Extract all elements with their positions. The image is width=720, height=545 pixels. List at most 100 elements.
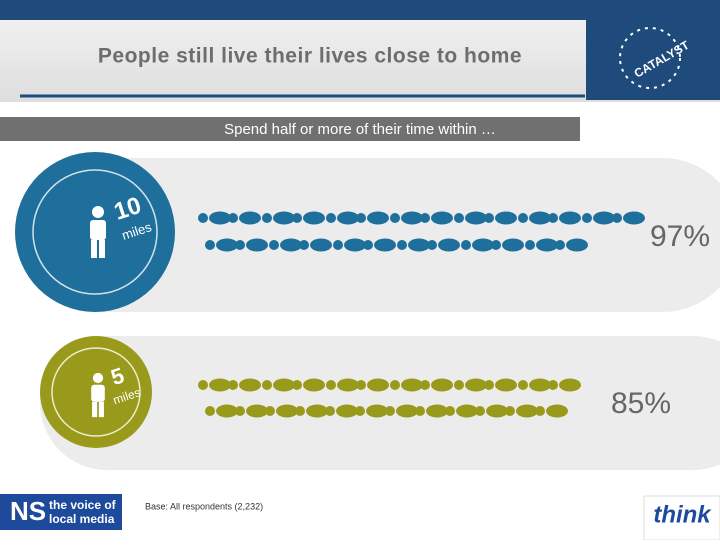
share-value: 85% xyxy=(611,387,671,420)
sole xyxy=(529,211,551,225)
base-note: Base: All respondents (2,232) xyxy=(145,501,263,511)
sole xyxy=(337,211,359,225)
heel xyxy=(415,406,425,416)
heel xyxy=(484,213,494,223)
sole xyxy=(472,238,494,252)
sole xyxy=(374,238,396,252)
sole xyxy=(456,404,478,418)
sole xyxy=(367,378,389,392)
heel xyxy=(427,240,437,250)
sole xyxy=(495,211,517,225)
heel xyxy=(390,380,400,390)
heel xyxy=(235,406,245,416)
row-panel xyxy=(20,158,720,312)
sole xyxy=(239,211,261,225)
heel xyxy=(269,240,279,250)
sole xyxy=(465,211,487,225)
sole xyxy=(529,378,551,392)
brand-left-box xyxy=(0,494,122,530)
sole xyxy=(216,238,238,252)
heel xyxy=(292,213,302,223)
heel xyxy=(484,380,494,390)
sole xyxy=(516,404,538,418)
sole xyxy=(239,378,261,392)
sole xyxy=(209,378,231,392)
sole xyxy=(303,211,325,225)
logo-box xyxy=(586,20,720,100)
heel xyxy=(385,406,395,416)
sole xyxy=(273,378,295,392)
sole xyxy=(306,404,328,418)
person-leg xyxy=(91,240,97,258)
brand-left-line: local media xyxy=(49,512,115,526)
banner-text: Spend half or more of their time within … xyxy=(224,121,496,138)
brand-left-mark: NS xyxy=(10,496,46,526)
heel xyxy=(535,406,545,416)
sole xyxy=(310,238,332,252)
heel xyxy=(299,240,309,250)
heel xyxy=(326,380,336,390)
sole xyxy=(426,404,448,418)
person-head xyxy=(92,206,104,218)
row-panel xyxy=(40,336,720,470)
sole xyxy=(280,238,302,252)
heel xyxy=(445,406,455,416)
heel xyxy=(262,213,272,223)
heel xyxy=(355,406,365,416)
sole xyxy=(536,238,558,252)
heel xyxy=(454,213,464,223)
heel xyxy=(475,406,485,416)
sole xyxy=(502,238,524,252)
heel xyxy=(505,406,515,416)
sole xyxy=(438,238,460,252)
sole xyxy=(401,378,423,392)
person-leg xyxy=(92,401,98,418)
sole xyxy=(408,238,430,252)
share-value: 97% xyxy=(650,220,710,253)
heel xyxy=(548,380,558,390)
sole xyxy=(337,378,359,392)
heel xyxy=(525,240,535,250)
heel xyxy=(461,240,471,250)
sole xyxy=(344,238,366,252)
heel xyxy=(262,380,272,390)
heel xyxy=(454,380,464,390)
sole xyxy=(431,211,453,225)
footprints xyxy=(198,211,645,418)
title: People still live their lives close to h… xyxy=(98,45,522,68)
heel xyxy=(518,380,528,390)
person-icons xyxy=(90,206,106,418)
sole xyxy=(246,404,268,418)
banner xyxy=(0,117,580,141)
heel xyxy=(235,240,245,250)
sole xyxy=(431,378,453,392)
heel xyxy=(548,213,558,223)
heel xyxy=(325,406,335,416)
sole xyxy=(366,404,388,418)
heel xyxy=(420,380,430,390)
logo-ring xyxy=(619,27,681,89)
heel xyxy=(518,213,528,223)
sole xyxy=(276,404,298,418)
sole xyxy=(566,238,588,252)
brand-right: think xyxy=(653,501,712,528)
heel xyxy=(295,406,305,416)
sole xyxy=(623,211,645,225)
sole xyxy=(209,211,231,225)
sole xyxy=(486,404,508,418)
sole xyxy=(559,378,581,392)
distance-ring xyxy=(51,347,141,437)
sole xyxy=(396,404,418,418)
top-strip xyxy=(0,0,720,20)
heel xyxy=(363,240,373,250)
heel xyxy=(228,213,238,223)
sole xyxy=(495,378,517,392)
heel xyxy=(356,380,366,390)
heel xyxy=(228,380,238,390)
sole xyxy=(303,378,325,392)
person-head xyxy=(92,372,104,384)
heel xyxy=(582,213,592,223)
heel xyxy=(356,213,366,223)
